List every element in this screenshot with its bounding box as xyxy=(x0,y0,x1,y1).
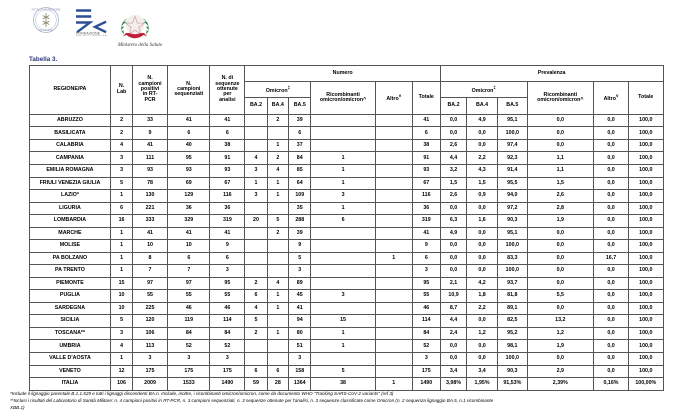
svg-text:DI SANITA: DI SANITA xyxy=(40,28,53,32)
svg-text:ISTITUTO SUPERIORE: ISTITUTO SUPERIORE xyxy=(32,8,61,12)
svg-text:BRUNO KESSLER: BRUNO KESSLER xyxy=(76,35,108,36)
